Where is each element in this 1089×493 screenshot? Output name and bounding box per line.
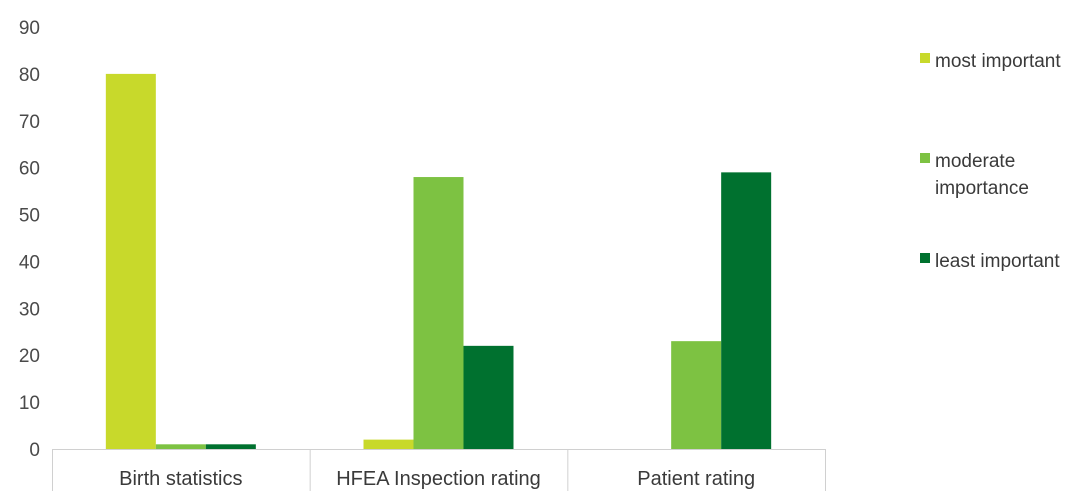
y-tick-label: 80 (19, 65, 40, 86)
y-tick-label: 40 (19, 252, 40, 273)
legend-swatch-moderate-importance (920, 153, 930, 163)
bar-moderate-importance-2 (671, 341, 722, 449)
bar-moderate-importance-1 (413, 177, 464, 450)
bar-least-important-1 (463, 345, 514, 449)
bar-least-important-0 (205, 444, 256, 449)
bar-most-important-1 (363, 439, 414, 449)
y-tick-label: 60 (19, 159, 40, 180)
x-category-label: Patient rating (637, 468, 755, 490)
y-tick-label: 90 (19, 18, 40, 39)
y-tick-label: 70 (19, 112, 40, 133)
bar-moderate-importance-0 (155, 444, 206, 449)
legend-label: most important (935, 51, 1061, 72)
y-tick-label: 50 (19, 206, 40, 227)
x-category-label: Birth statistics (119, 468, 242, 490)
y-tick-label: 0 (29, 440, 40, 461)
y-tick-label: 10 (19, 393, 40, 414)
legend-label: least important (935, 251, 1060, 272)
y-tick-label: 30 (19, 299, 40, 320)
legend-swatch-most-important (920, 53, 930, 63)
y-tick-label: 20 (19, 346, 40, 367)
legend-label: importance (935, 178, 1029, 199)
legend-swatch-least-important (920, 253, 930, 263)
x-category-label: HFEA Inspection rating (336, 468, 541, 490)
bar-least-important-2 (721, 172, 772, 449)
bar-most-important-0 (105, 73, 156, 449)
legend-label: moderate (935, 151, 1015, 172)
